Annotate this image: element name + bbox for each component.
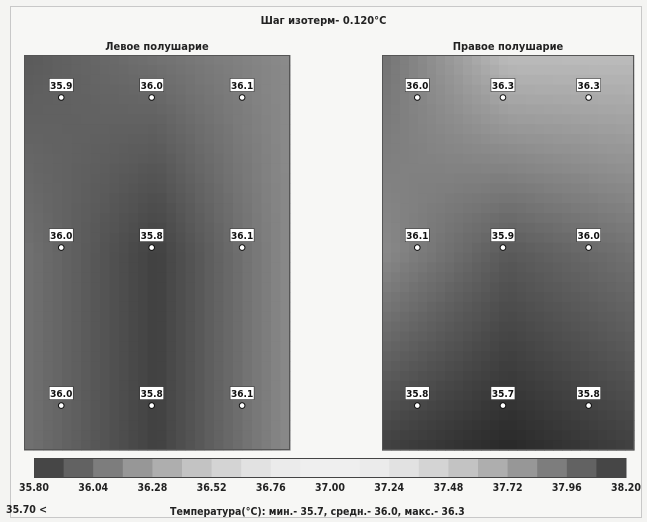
color-scale-swatch [418,458,449,478]
sensor-point: 35.7 [490,386,516,409]
sensor-value-label: 36.1 [231,389,253,400]
temperature-field [382,55,635,451]
sensor-value-label: 36.1 [406,231,428,242]
color-scale-swatch [182,458,213,478]
sensor-dot [585,244,592,251]
color-scale-swatch [448,458,479,478]
color-scale-swatch [152,458,183,478]
sensor-value-label: 36.1 [231,231,253,242]
color-scale-tick-label: 36.52 [196,482,227,494]
sensor-dot [148,94,155,101]
left-hemisphere-map: 35.9 36.0 36.1 36.0 35.8 36.1 36.0 35.8 36.1 [24,55,291,451]
color-scale-bar [34,458,627,478]
color-scale-swatch [241,458,272,478]
sensor-dot [585,94,592,101]
color-scale-swatch [93,458,124,478]
color-scale-tick-label: 38.20 [611,482,641,494]
sensor-value-label: 35.9 [492,231,514,242]
color-scale-swatch [478,458,509,478]
sensor-value-label: 35.9 [50,81,72,92]
sensor-point: 36.0 [48,228,74,251]
sensor-point: 36.0 [48,386,74,409]
sensor-value-label: 36.0 [578,231,600,242]
color-scale-swatch [389,458,420,478]
sensor-value-label: 35.8 [578,389,600,400]
sensor-value-label: 36.3 [578,81,600,92]
temperature-summary: Температура(°C): мин.- 35.7, средн.- 36.… [170,506,465,518]
sensor-dot [499,94,507,101]
below-range-label: 35.70 < [6,504,48,516]
color-scale-swatch [330,458,361,478]
color-scale-tick-label: 36.28 [137,482,168,494]
left-hemisphere-title: Левое полушарие [105,40,209,53]
sensor-point: 36.1 [229,386,255,409]
color-scale-tick-label: 37.24 [374,482,405,494]
chart-title: Шаг изотерм- 0.120°C [260,14,387,27]
color-scale-swatch [34,458,65,478]
color-scale-tick-label: 37.48 [433,482,464,494]
color-scale-swatch [300,458,331,478]
sensor-dot [57,402,65,409]
sensor-point: 35.8 [404,386,430,409]
color-scale-tick-label: 37.72 [492,482,523,494]
sensor-value-label: 36.1 [231,81,253,92]
color-scale-swatch [596,458,627,478]
sensor-dot [499,244,507,251]
sensor-dot [238,244,246,251]
color-scale-tick-label: 35.80 [19,482,49,494]
sensor-dot [585,402,592,409]
sensor-value-label: 36.0 [50,231,72,242]
sensor-value-label: 35.8 [141,231,163,242]
sensor-dot [499,402,507,409]
sensor-value-label: 36.0 [406,81,428,92]
sensor-value-label: 35.8 [406,389,428,400]
sensor-point: 36.0 [576,228,601,251]
sensor-value-label: 36.0 [50,389,72,400]
color-scale-swatch [566,458,597,478]
right-hemisphere-map: 36.0 36.3 36.3 36.1 35.9 36.0 35.8 35.7 35.8 [382,55,635,451]
sensor-dot [238,402,246,409]
sensor-dot [413,244,421,251]
sensor-point: 35.8 [576,386,601,409]
sensor-point: 35.8 [139,386,164,409]
sensor-point: 36.3 [490,78,516,101]
color-scale-swatch [359,458,390,478]
color-scale-swatch [507,458,538,478]
sensor-value-label: 36.3 [492,81,514,92]
sensor-point: 36.1 [404,228,430,251]
sensor-value-label: 35.8 [141,389,163,400]
sensor-dot [57,94,65,101]
color-scale-swatch [63,458,94,478]
color-scale-swatch [211,458,242,478]
sensor-dot [148,402,155,409]
color-scale-tick-label: 37.96 [551,482,582,494]
sensor-dot [57,244,65,251]
color-scale-tick-label: 36.76 [255,482,286,494]
sensor-point: 35.8 [139,228,164,251]
sensor-point: 35.9 [490,228,516,251]
color-scale-swatch [122,458,153,478]
color-scale-tick-label: 37.00 [315,482,345,494]
panel-border [24,55,290,450]
sensor-point: 36.0 [404,78,430,101]
color-scale-swatch [537,458,568,478]
sensor-point: 36.1 [229,228,255,251]
sensor-value-label: 35.7 [492,389,514,400]
sensor-point: 36.0 [139,78,164,101]
color-scale-swatch [270,458,301,478]
sensor-point: 36.3 [576,78,601,101]
sensor-point: 36.1 [229,78,255,101]
sensor-dot [238,94,246,101]
panel-border [382,55,634,450]
sensor-value-label: 36.0 [141,81,163,92]
temperature-field [24,55,291,451]
sensor-dot [413,94,421,101]
sensor-dot [148,244,155,251]
sensor-dot [413,402,421,409]
color-scale-tick-label: 36.04 [78,482,109,494]
right-hemisphere-title: Правое полушарие [452,40,564,53]
sensor-point: 35.9 [48,78,74,101]
